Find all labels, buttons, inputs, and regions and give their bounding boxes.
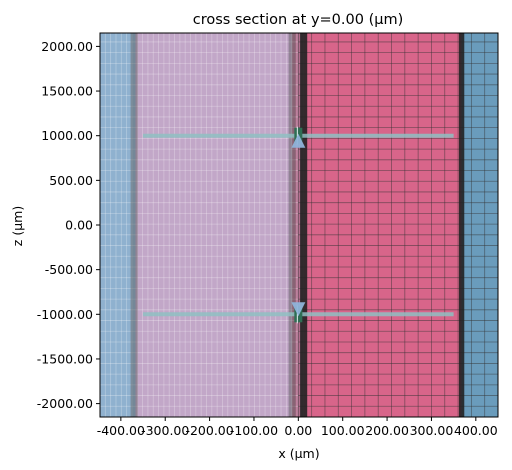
x-tick-label: 400.00 xyxy=(454,423,498,438)
x-axis: -400.00-300.00-200.00-100.00 0.00 100.00 20… xyxy=(97,417,498,438)
x-tick-label: -200.00 xyxy=(185,423,233,438)
x-axis-label: x (μm) xyxy=(278,446,319,461)
y-tick-label: 1500.00 xyxy=(41,84,93,99)
y-axis: 2000.00 1500.00 1000.00 500.00 0.00 -500.00 -1… xyxy=(37,39,100,411)
boundary-band-2 xyxy=(130,33,138,417)
y-axis-label: z (μm) xyxy=(10,206,25,246)
source-arrow xyxy=(291,133,306,148)
region-0 xyxy=(100,33,136,417)
boundary-band-1 xyxy=(458,33,465,417)
boundary-band-0 xyxy=(300,33,308,417)
y-tick-label: -1500.00 xyxy=(37,351,93,366)
region-3 xyxy=(303,33,462,417)
source-1 xyxy=(291,302,306,324)
x-tick-label: 100.00 xyxy=(321,423,365,438)
y-tick-label: 500.00 xyxy=(49,173,93,188)
region-2 xyxy=(292,33,304,417)
y-tick-label: -2000.00 xyxy=(37,396,93,411)
y-tick-label: 1000.00 xyxy=(41,128,93,143)
y-tick-label: 0.00 xyxy=(65,218,93,233)
x-tick-label: -300.00 xyxy=(141,423,189,438)
source-arrow xyxy=(291,302,306,317)
region-1 xyxy=(135,33,293,417)
region-4 xyxy=(461,33,498,417)
y-tick-label: -500.00 xyxy=(45,262,93,277)
plot-area xyxy=(99,32,499,418)
mesh-grid xyxy=(100,33,498,417)
source-0 xyxy=(291,126,306,148)
y-tick-label: 2000.00 xyxy=(41,39,93,54)
x-tick-label: 0.00 xyxy=(284,423,312,438)
x-tick-label: -100.00 xyxy=(230,423,278,438)
y-tick-label: -1000.00 xyxy=(37,307,93,322)
x-tick-label: -400.00 xyxy=(97,423,145,438)
chart-title: cross section at y=0.00 (μm) xyxy=(193,12,404,28)
boundary-band-3 xyxy=(288,33,296,417)
x-tick-label: 300.00 xyxy=(410,423,454,438)
x-tick-label: 200.00 xyxy=(365,423,409,438)
